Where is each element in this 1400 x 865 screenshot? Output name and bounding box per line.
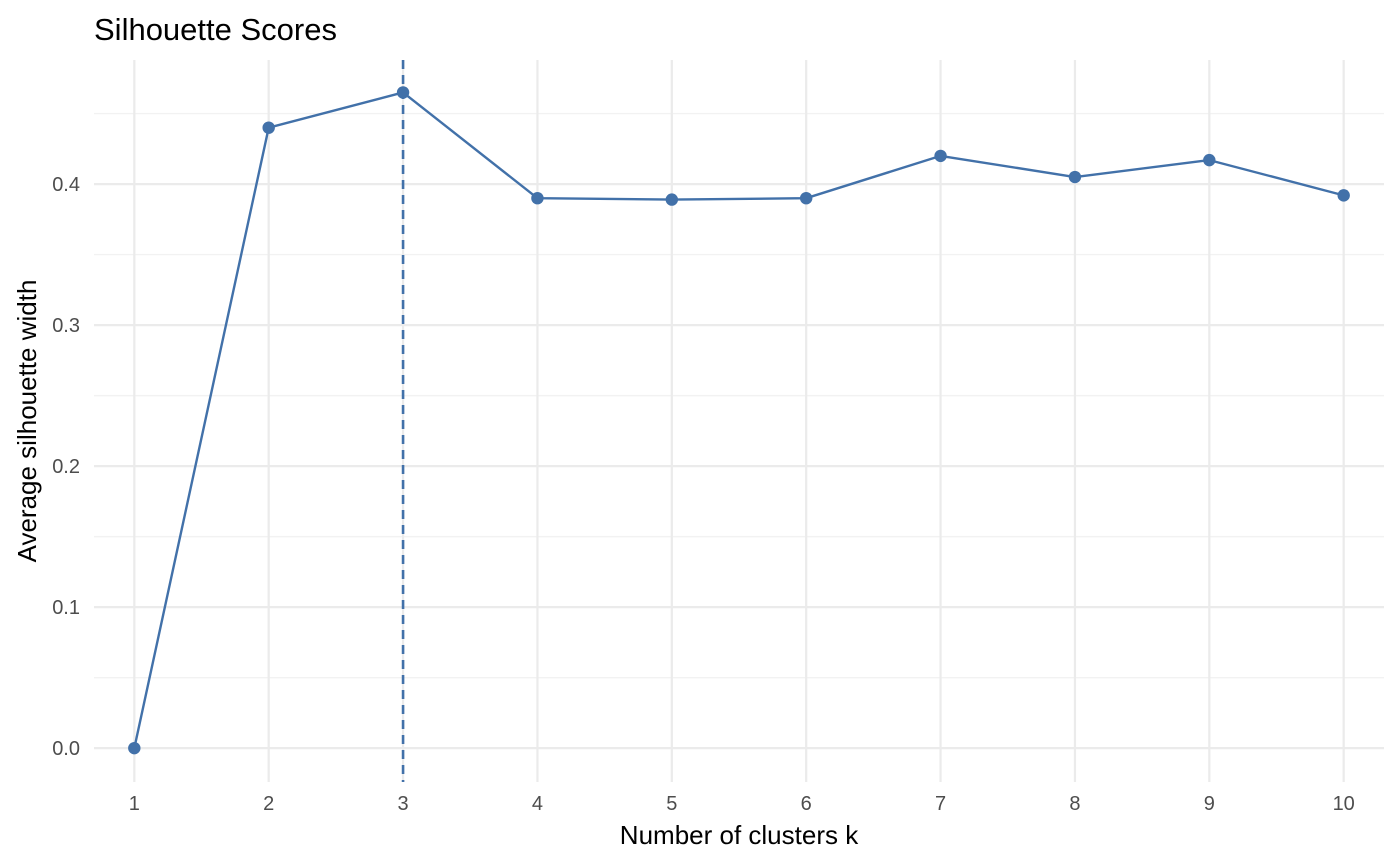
- x-tick-label: 5: [666, 793, 677, 815]
- series-line: [133, 91, 1344, 749]
- y-tick-label: 0.3: [52, 315, 80, 337]
- y-tick-label: 0.1: [52, 597, 80, 619]
- y-tick-labels: 0.0 0.1 0.2 0.3 0.4: [52, 174, 80, 760]
- y-tick-label: 0.0: [52, 738, 80, 760]
- data-point: [934, 149, 947, 163]
- x-tick-label: 9: [1204, 793, 1215, 815]
- series-layer: [128, 86, 1350, 755]
- data-point: [262, 121, 275, 134]
- x-tick-label: 1: [129, 793, 140, 815]
- x-axis-title: Number of clusters k: [620, 820, 859, 850]
- data-point: [1203, 153, 1216, 167]
- y-tick-label: 0.4: [52, 174, 80, 196]
- y-tick-label: 0.2: [52, 456, 80, 478]
- data-point: [128, 741, 141, 755]
- minor-gridlines: [94, 112, 1384, 679]
- y-axis-title: Average silhouette width: [12, 280, 42, 563]
- x-tick-label: 10: [1333, 793, 1355, 815]
- data-point: [1068, 170, 1082, 184]
- x-tick-label: 7: [935, 793, 946, 815]
- x-tick-labels: 1 2 3 4 5 6 7 8 9 10: [129, 793, 1355, 815]
- data-point: [799, 191, 813, 205]
- data-point: [1337, 189, 1350, 202]
- x-tick-label: 4: [532, 793, 543, 815]
- x-tick-label: 8: [1069, 793, 1080, 815]
- data-point: [396, 86, 410, 99]
- x-tick-label: 2: [263, 793, 274, 815]
- chart-title: Silhouette Scores: [94, 12, 337, 47]
- x-tick-label: 3: [398, 793, 409, 815]
- data-point: [665, 193, 679, 206]
- major-gridlines: [94, 60, 1384, 782]
- x-tick-label: 6: [801, 793, 812, 815]
- data-point: [531, 191, 544, 205]
